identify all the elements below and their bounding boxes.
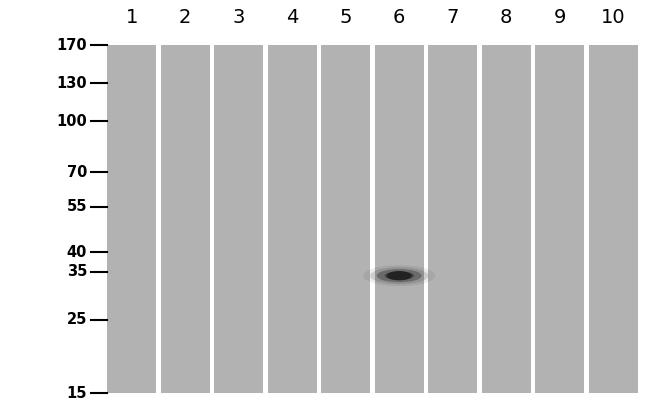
Text: 130: 130: [57, 76, 87, 91]
Text: 35: 35: [66, 264, 87, 279]
Text: 170: 170: [57, 38, 87, 53]
Text: 9: 9: [554, 8, 566, 27]
Bar: [428, 45, 477, 393]
Text: 4: 4: [286, 8, 298, 27]
Text: 5: 5: [339, 8, 352, 27]
Bar: [482, 45, 531, 393]
Bar: [107, 45, 156, 393]
Ellipse shape: [385, 271, 414, 280]
Text: 2: 2: [179, 8, 192, 27]
Text: 70: 70: [66, 165, 87, 180]
Ellipse shape: [370, 267, 428, 284]
Ellipse shape: [363, 265, 436, 286]
Bar: [589, 45, 638, 393]
Bar: [161, 45, 210, 393]
Ellipse shape: [391, 273, 407, 278]
Text: 1: 1: [125, 8, 138, 27]
Text: 10: 10: [601, 8, 625, 27]
Ellipse shape: [377, 269, 422, 282]
Bar: [535, 45, 584, 393]
Text: 25: 25: [66, 312, 87, 327]
Text: 40: 40: [66, 245, 87, 260]
Text: 55: 55: [66, 199, 87, 214]
Text: 6: 6: [393, 8, 406, 27]
Bar: [375, 45, 424, 393]
Bar: [321, 45, 370, 393]
Bar: [268, 45, 317, 393]
Ellipse shape: [387, 271, 411, 280]
Text: 8: 8: [500, 8, 512, 27]
Text: 15: 15: [66, 385, 87, 400]
Text: 3: 3: [233, 8, 245, 27]
Bar: [214, 45, 263, 393]
Text: 100: 100: [57, 114, 87, 129]
Text: 7: 7: [447, 8, 459, 27]
